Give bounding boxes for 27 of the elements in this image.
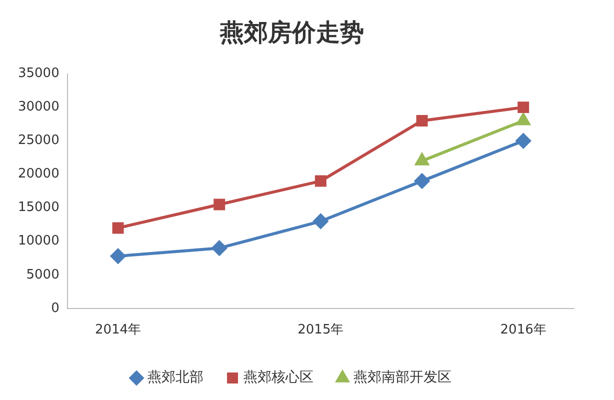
- point: [112, 222, 124, 234]
- point: [212, 240, 227, 256]
- point: [516, 133, 531, 148]
- y-tick-label: 25000: [18, 133, 60, 148]
- x-tick-label: 2015年: [298, 322, 344, 338]
- y-tick-label: 5000: [26, 267, 60, 282]
- point: [414, 174, 430, 189]
- y-tick-label: 35000: [18, 66, 60, 82]
- point: [416, 114, 428, 126]
- point: [110, 248, 126, 264]
- chart-title: 燕郊房价走势: [219, 18, 364, 47]
- y-tick-label: 10000: [18, 234, 60, 249]
- x-tick-label: 2014年: [94, 322, 142, 338]
- point: [314, 175, 326, 187]
- legend-label: 燕郊核心区: [244, 370, 314, 386]
- point: [516, 113, 530, 126]
- point: [415, 153, 429, 166]
- y-tick-label: 0: [51, 300, 60, 316]
- legend-label: 燕郊南部开发区: [354, 370, 452, 386]
- y-tick-label: 15000: [18, 200, 60, 216]
- point: [214, 198, 226, 210]
- point: [518, 102, 530, 114]
- legend-label: 燕郊北部: [148, 370, 204, 386]
- point: [313, 214, 328, 229]
- y-tick-label: 30000: [18, 100, 60, 115]
- y-tick-label: 20000: [18, 166, 60, 182]
- x-tick-label: 2016年: [500, 322, 546, 338]
